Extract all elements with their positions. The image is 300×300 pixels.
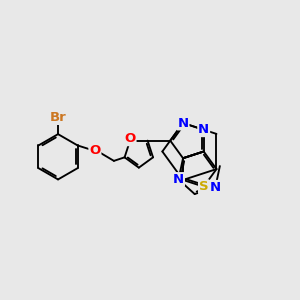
Text: S: S (199, 180, 208, 193)
Text: N: N (178, 116, 189, 130)
Text: N: N (198, 123, 209, 136)
Text: O: O (124, 132, 136, 145)
Text: N: N (173, 173, 184, 186)
Text: N: N (210, 181, 221, 194)
Text: O: O (89, 144, 100, 158)
Text: Br: Br (50, 111, 66, 124)
